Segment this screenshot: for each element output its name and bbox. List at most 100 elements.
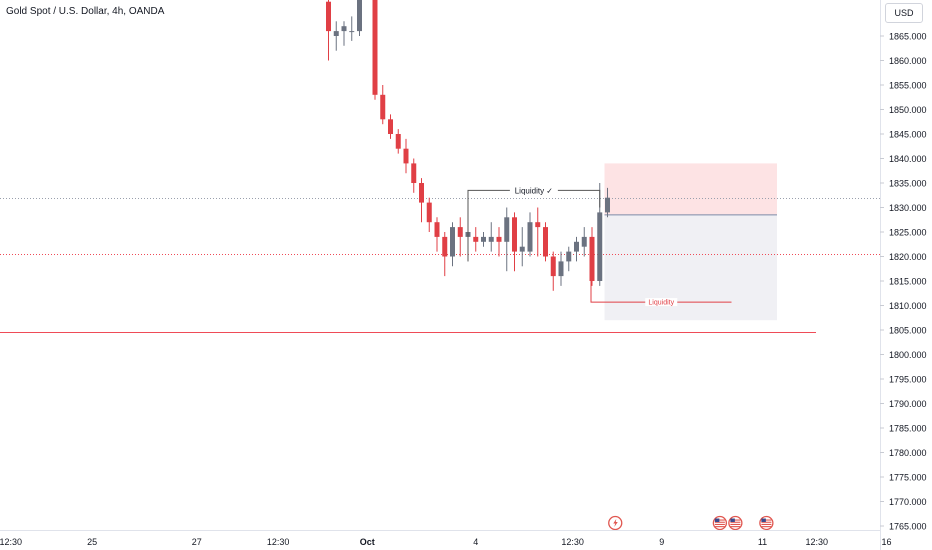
candle bbox=[388, 114, 393, 139]
candle-body bbox=[395, 134, 401, 149]
liquidity-annotation-top[interactable]: Liquidity ✓ bbox=[467, 185, 601, 262]
time-tick-label: 16 bbox=[881, 537, 891, 547]
candle-body bbox=[434, 222, 440, 237]
candle-body bbox=[333, 31, 339, 36]
bolt-icon[interactable] bbox=[608, 515, 623, 531]
candle-body bbox=[527, 222, 533, 252]
candle-body bbox=[504, 217, 510, 242]
price-tick-label: 1845.000 bbox=[889, 130, 927, 140]
candle-body bbox=[543, 227, 548, 257]
candle bbox=[488, 222, 494, 252]
time-tick-label: Oct bbox=[360, 537, 375, 547]
us-flag-icon[interactable] bbox=[759, 515, 774, 531]
candle bbox=[326, 0, 331, 61]
candle bbox=[535, 207, 541, 257]
candle bbox=[426, 197, 432, 232]
candle-body bbox=[473, 236, 479, 242]
us-flag-icon[interactable] bbox=[728, 515, 743, 531]
candle bbox=[450, 222, 455, 267]
price-tick-label: 1855.000 bbox=[889, 81, 927, 91]
candle-body bbox=[558, 261, 564, 277]
liquidity-label-top: Liquidity ✓ bbox=[515, 186, 553, 195]
liquidity-annotation-bottom[interactable]: Liquidity bbox=[590, 281, 732, 307]
candle bbox=[527, 212, 533, 257]
candle-body bbox=[589, 236, 595, 281]
candle bbox=[357, 0, 362, 36]
price-tick-label: 1780.000 bbox=[889, 448, 927, 458]
candle-body bbox=[519, 246, 525, 252]
event-markers[interactable] bbox=[608, 515, 774, 531]
price-tick-label: 1820.000 bbox=[889, 252, 927, 262]
currency-button[interactable]: USD bbox=[885, 3, 923, 23]
candle bbox=[380, 85, 386, 125]
candle bbox=[341, 21, 347, 46]
candle-body bbox=[426, 202, 432, 223]
candle bbox=[395, 129, 401, 154]
candle-body bbox=[403, 148, 409, 164]
candle-body bbox=[450, 227, 455, 257]
price-tick-label: 1770.000 bbox=[889, 497, 927, 507]
price-tick-label: 1810.000 bbox=[889, 301, 927, 311]
price-tick-label: 1865.000 bbox=[889, 32, 927, 42]
candle-body bbox=[550, 256, 556, 277]
candles bbox=[326, 0, 610, 291]
price-tick-label: 1850.000 bbox=[889, 105, 927, 115]
candle bbox=[496, 227, 502, 257]
candle-body bbox=[419, 183, 424, 203]
candle bbox=[543, 222, 548, 262]
candle bbox=[519, 227, 525, 267]
candle-body bbox=[581, 236, 587, 247]
price-tick-label: 1765.000 bbox=[889, 522, 927, 532]
candle bbox=[473, 227, 479, 252]
price-tick-label: 1795.000 bbox=[889, 375, 927, 385]
price-axis[interactable]: 1865.000 1860.000 1855.000 1850.000 1845.000… bbox=[880, 32, 927, 532]
time-tick-label: 4 bbox=[473, 537, 478, 547]
symbol-title: Gold Spot / U.S. Dollar, 4h, OANDA bbox=[6, 6, 165, 17]
price-tick-label: 1815.000 bbox=[889, 277, 927, 287]
candle-body bbox=[512, 217, 517, 252]
candle-body bbox=[496, 236, 502, 242]
price-tick-label: 1805.000 bbox=[889, 326, 927, 336]
time-tick-label: 11 bbox=[758, 537, 767, 547]
candle bbox=[457, 217, 463, 257]
target-zone[interactable] bbox=[604, 214, 778, 321]
candle bbox=[550, 251, 556, 291]
time-tick-label: 12:30 bbox=[267, 537, 290, 547]
candle bbox=[566, 246, 572, 272]
candle bbox=[434, 217, 440, 252]
candle-body bbox=[380, 94, 386, 120]
candle-body bbox=[457, 227, 463, 237]
candle bbox=[349, 16, 355, 41]
candle bbox=[605, 187, 610, 218]
candle-body bbox=[357, 0, 362, 32]
candle bbox=[589, 227, 595, 286]
time-tick-label: 12:30 bbox=[805, 537, 828, 547]
candle bbox=[419, 178, 424, 223]
candle-body bbox=[535, 222, 541, 228]
price-tick-label: 1775.000 bbox=[889, 473, 927, 483]
candle bbox=[581, 227, 587, 257]
candle-body bbox=[341, 26, 347, 32]
candle-body bbox=[372, 0, 378, 95]
candle-body bbox=[605, 197, 610, 213]
price-tick-label: 1860.000 bbox=[889, 56, 927, 66]
candle-body bbox=[326, 1, 331, 32]
price-tick-label: 1835.000 bbox=[889, 179, 927, 189]
price-tick-label: 1785.000 bbox=[889, 424, 927, 434]
candle-body bbox=[597, 212, 603, 281]
candle-body bbox=[488, 236, 494, 242]
candle bbox=[442, 232, 448, 277]
price-tick-label: 1825.000 bbox=[889, 228, 927, 238]
candle-body bbox=[388, 119, 393, 134]
time-tick-label: 25 bbox=[87, 537, 97, 547]
candle bbox=[512, 212, 517, 272]
us-flag-icon[interactable] bbox=[712, 515, 728, 531]
candle bbox=[504, 207, 510, 272]
candle bbox=[574, 236, 579, 262]
candle-body bbox=[411, 163, 417, 183]
supply-zone[interactable] bbox=[604, 163, 778, 215]
candle bbox=[411, 158, 417, 193]
time-tick-label: 9 bbox=[659, 537, 664, 547]
